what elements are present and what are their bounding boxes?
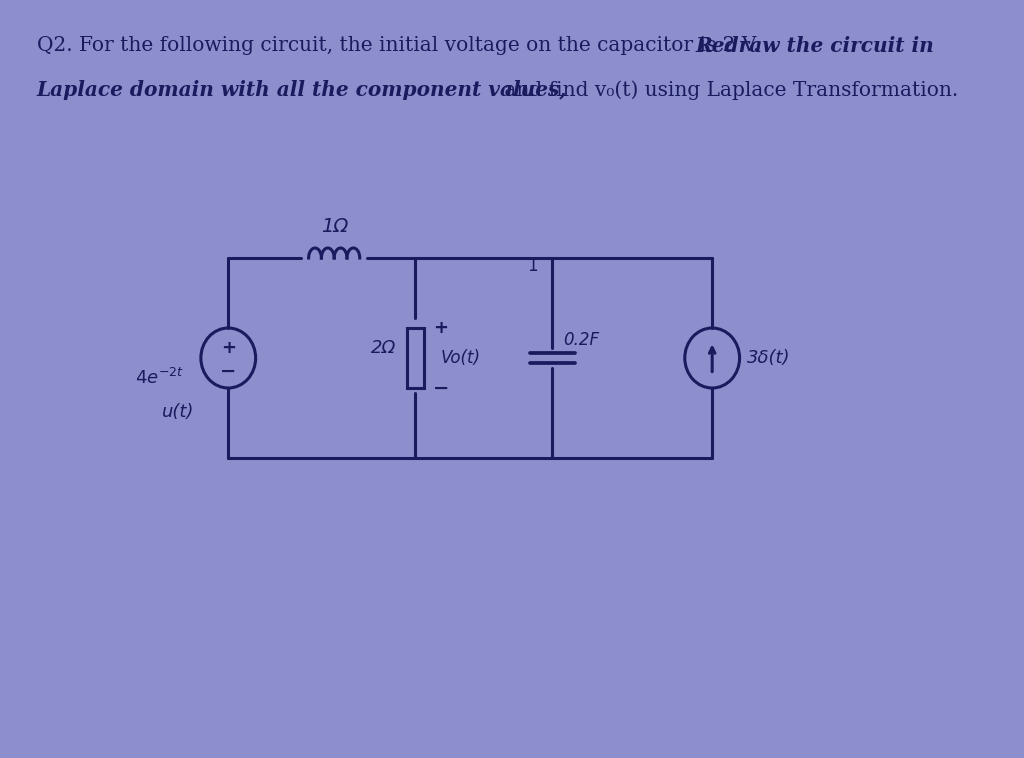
Text: Redraw the circuit in: Redraw the circuit in [695, 36, 935, 56]
Text: +: + [433, 319, 449, 337]
Text: 0.2F: 0.2F [563, 331, 599, 349]
Bar [408, 328, 424, 388]
Text: $4e^{-2t}$: $4e^{-2t}$ [135, 368, 184, 388]
Text: −: − [433, 378, 450, 397]
Text: Vo(t): Vo(t) [441, 349, 481, 367]
Text: u(t): u(t) [162, 403, 195, 421]
Text: 3δ(t): 3δ(t) [746, 349, 791, 367]
Text: Q2. For the following circuit, the initial voltage on the capacitor is 2 V.: Q2. For the following circuit, the initi… [37, 36, 765, 55]
Text: 2Ω: 2Ω [371, 339, 396, 357]
Text: +: + [221, 339, 236, 357]
Text: 1: 1 [527, 257, 538, 275]
Text: 1Ω: 1Ω [321, 217, 348, 236]
Text: Laplace domain with all the component values,: Laplace domain with all the component va… [37, 80, 567, 100]
Text: −: − [220, 362, 237, 381]
Text: and find v₀(t) using Laplace Transformation.: and find v₀(t) using Laplace Transformat… [498, 80, 957, 99]
